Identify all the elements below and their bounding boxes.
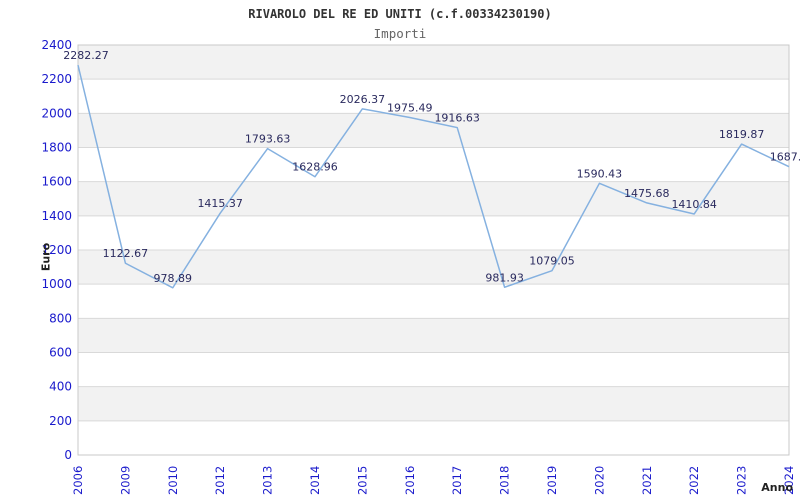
- x-tick-label: 2012: [213, 466, 227, 495]
- y-tick-label: 200: [49, 414, 72, 428]
- y-tick-label: 1400: [41, 209, 72, 223]
- grid-band: [78, 386, 789, 421]
- x-tick-label: 2016: [403, 466, 417, 495]
- data-point-label: 1475.68: [624, 187, 670, 200]
- data-point-label: 1916.63: [434, 112, 480, 125]
- x-tick-label: 2013: [261, 466, 275, 495]
- x-tick-label: 2023: [735, 466, 749, 495]
- data-point-label: 978.89: [154, 272, 193, 285]
- x-tick-label: 2015: [355, 466, 369, 495]
- y-tick-label: 1000: [41, 277, 72, 291]
- grid-band: [78, 250, 789, 285]
- y-tick-label: 2400: [41, 38, 72, 52]
- x-tick-label: 2006: [71, 466, 85, 495]
- grid-band: [78, 181, 789, 216]
- y-tick-label: 600: [49, 346, 72, 360]
- x-tick-label: 2010: [166, 466, 180, 495]
- grid-band: [78, 113, 789, 148]
- data-point-label: 1975.49: [387, 102, 433, 115]
- grid-band: [78, 318, 789, 353]
- x-tick-label: 2019: [545, 466, 559, 495]
- plot-border: [77, 44, 790, 456]
- data-point-label: 1793.63: [245, 133, 291, 146]
- data-point-label: 1687.8: [770, 151, 800, 164]
- data-point-label: 981.93: [485, 271, 524, 284]
- x-tick-label: 2014: [308, 466, 322, 495]
- y-tick-label: 1200: [41, 243, 72, 257]
- y-tick-label: 1800: [41, 141, 72, 155]
- chart-subtitle: Importi: [373, 26, 427, 41]
- x-axis-title: Anno: [761, 481, 793, 494]
- data-point-label: 2282.27: [63, 49, 109, 62]
- x-tick-label: 2009: [118, 466, 132, 495]
- x-tick-label: 2017: [450, 466, 464, 495]
- data-point-label: 2026.37: [340, 93, 386, 106]
- x-tick-label: 2021: [640, 466, 654, 495]
- y-tick-label: 2000: [41, 106, 72, 120]
- x-tick-label: 2020: [592, 466, 606, 495]
- data-line: [77, 64, 790, 289]
- data-point-label: 1079.05: [529, 255, 575, 268]
- y-tick-label: 400: [49, 380, 72, 394]
- x-tick-label: 2018: [498, 466, 512, 495]
- y-tick-label: 800: [49, 311, 72, 325]
- y-tick-label: 0: [64, 448, 72, 462]
- y-tick-label: 1600: [41, 175, 72, 189]
- data-point-label: 1628.96: [292, 161, 338, 174]
- y-tick-label: 2200: [41, 72, 72, 86]
- data-point-label: 1415.37: [197, 197, 243, 210]
- grid-band: [78, 45, 789, 80]
- data-point-label: 1590.43: [577, 167, 623, 180]
- data-point-label: 1122.67: [103, 247, 149, 260]
- x-tick-label: 2022: [687, 466, 701, 495]
- data-point-label: 1819.87: [719, 128, 765, 141]
- y-axis-title: Euro: [39, 242, 53, 272]
- chart-title: RIVAROLO DEL RE ED UNITI (c.f.0033423019…: [248, 7, 552, 21]
- data-point-label: 1410.84: [671, 198, 717, 211]
- x-tick-label: 2024: [782, 466, 796, 495]
